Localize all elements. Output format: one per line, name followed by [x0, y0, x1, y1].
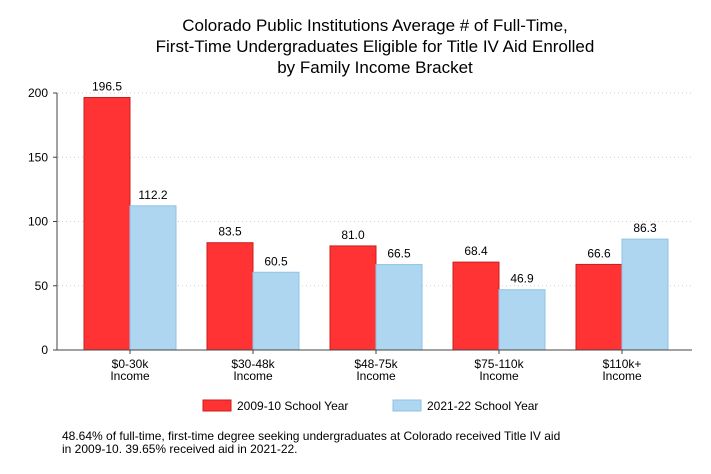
- legend-swatch: [202, 399, 232, 412]
- chart-title-line-2: First-Time Undergraduates Eligible for T…: [156, 37, 595, 56]
- bar-value-label: 112.2: [138, 188, 167, 202]
- bar-value-label: 66.5: [387, 247, 411, 261]
- bar-series-2009-10: [575, 263, 623, 351]
- bar-value-label: 196.5: [92, 79, 122, 93]
- bar-series-2021-22: [621, 238, 669, 351]
- y-tick-label: 50: [35, 279, 49, 293]
- y-tick-label: 200: [28, 86, 48, 100]
- bar-series-2009-10: [83, 96, 131, 351]
- y-tick-label: 0: [41, 343, 48, 357]
- x-tick-label: $48-75k: [354, 357, 398, 371]
- x-tick-label: $110k+: [603, 357, 642, 371]
- bar-value-label: 60.5: [264, 254, 288, 268]
- x-tick-label: $75-110k: [474, 357, 524, 371]
- legend: 2009-10 School Year 2021-22 School Year: [202, 399, 538, 413]
- bar-series-2009-10: [206, 242, 254, 351]
- bar-value-label: 86.3: [633, 221, 657, 235]
- y-axis: 0 50 100 150 200: [28, 86, 58, 357]
- x-axis: $0-30kIncome$30-48kIncome$48-75kIncome$7…: [57, 349, 692, 383]
- legend-label: 2009-10 School Year: [237, 399, 348, 413]
- bar-series-2021-22: [252, 271, 300, 351]
- footnote-line-2: in 2009-10. 39.65% received aid in 2021-…: [62, 442, 298, 456]
- bar-series-2021-22: [498, 289, 546, 351]
- y-tick-label: 150: [28, 150, 48, 164]
- bar-value-label: 46.9: [510, 272, 534, 286]
- bars: [83, 96, 669, 351]
- x-tick-label: Income: [110, 369, 150, 383]
- x-tick-label: $0-30k: [112, 357, 150, 371]
- footnote-line-1: 48.64% of full-time, first-time degree s…: [62, 429, 561, 443]
- bar-value-label: 81.0: [341, 228, 365, 242]
- bar-series-2009-10: [452, 261, 500, 351]
- legend-swatch: [392, 399, 422, 412]
- x-tick-label: $30-48k: [231, 357, 275, 371]
- bar-series-2021-22: [375, 264, 423, 351]
- bar-value-label: 66.6: [587, 246, 611, 260]
- legend-label: 2021-22 School Year: [427, 399, 538, 413]
- chart-title: Colorado Public Institutions Average # o…: [156, 16, 595, 77]
- chart-title-line-1: Colorado Public Institutions Average # o…: [182, 16, 568, 35]
- bar-series-2021-22: [129, 205, 177, 351]
- x-tick-label: Income: [356, 369, 396, 383]
- x-tick-label: Income: [233, 369, 273, 383]
- bar-value-label: 68.4: [464, 244, 488, 258]
- y-tick-label: 100: [28, 215, 48, 229]
- bar-value-labels: 196.5 112.2 83.5 60.5 81.0 66.5 68.4 46.9 66.6 86…: [92, 79, 657, 285]
- x-tick-label: Income: [479, 369, 519, 383]
- x-tick-label: Income: [602, 369, 642, 383]
- footnote: 48.64% of full-time, first-time degree s…: [62, 430, 682, 456]
- bar-value-label: 83.5: [218, 225, 242, 239]
- chart-title-line-3: by Family Income Bracket: [277, 58, 473, 77]
- bar-series-2009-10: [329, 245, 377, 351]
